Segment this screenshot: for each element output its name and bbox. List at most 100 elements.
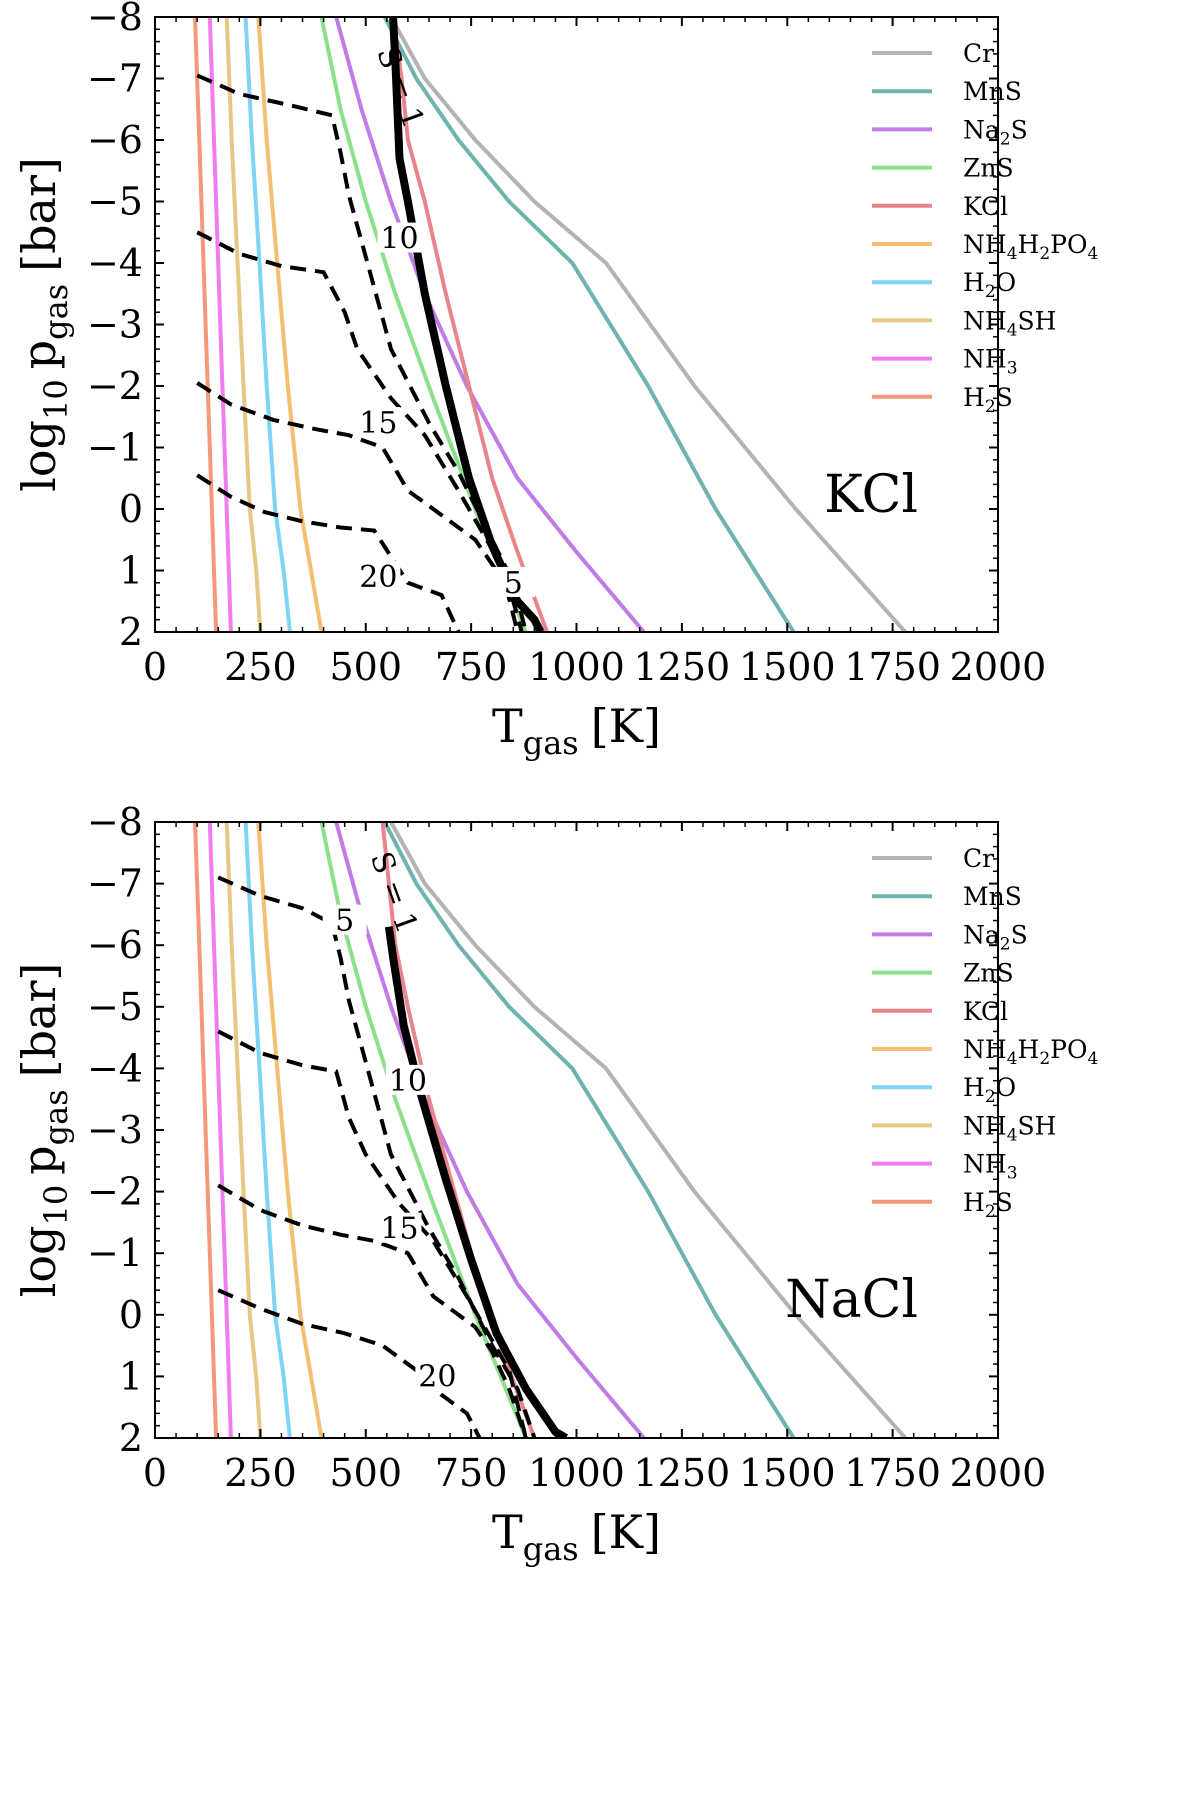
legend-label-mns: MnS [963,882,1022,911]
y-tick-label: 2 [119,1416,143,1460]
legend-label-nh4h2po4: NH4H2PO4 [963,1035,1098,1069]
series-line-nh4h2po4 [256,17,324,632]
legend-label-cr: Cr [963,39,994,68]
contour-line-20 [217,1288,482,1438]
contour-line-5 [196,73,528,632]
x-tick-label: 250 [224,645,297,689]
legend-label-cr: Cr [963,844,994,873]
x-tick-label: 2000 [950,1451,1047,1495]
x-tick-label: 1000 [528,1451,625,1495]
x-tick-label: 1250 [634,1451,731,1495]
x-tick-label: 750 [435,645,508,689]
contour-label-20: 20 [418,1360,456,1395]
x-tick-label: 500 [329,1451,402,1495]
x-tick-label: 250 [224,1451,297,1495]
series-line-h2o [243,822,292,1438]
legend-label-nh4h2po4: NH4H2PO4 [963,230,1098,264]
series-line-h2s [193,822,219,1438]
y-tick-label: −1 [87,1231,143,1275]
y-tick-label: 0 [119,487,143,531]
saturation-curve [389,17,545,632]
y-tick-label: −3 [87,303,143,347]
contour-label-bg [377,222,422,253]
contour-label-bg [322,904,367,935]
legend: Cr MnS Na2S ZnS KCl NH4H2PO4 H2O NH4SH NH3 H2S [872,39,1098,417]
legend-label-na2s: Na2S [963,920,1028,954]
y-tick-label: −5 [87,180,143,224]
x-tick-label: 500 [329,645,402,689]
y-tick-label: −6 [87,118,143,162]
y-axis-title: log10pgas[bar] [12,157,75,492]
y-tick-label: −8 [87,800,143,844]
x-axis-title: Tgas [K] [492,699,661,762]
legend-label-nh3: NH3 [963,1150,1018,1184]
series-line-nh3 [207,17,233,632]
series-line-cr [389,822,908,1438]
contour-line-10 [196,230,520,632]
legend-label-zns: ZnS [963,959,1014,988]
x-tick-label: 1500 [739,1451,836,1495]
series-line-nh4h2po4 [256,822,324,1438]
legend-label-kcl: KCl [963,997,1008,1026]
series-line-nh4sh [224,17,263,632]
contour-line-15 [196,381,524,632]
y-axis-title: log10pgas[bar] [12,963,75,1298]
contour-line-20 [196,473,461,632]
legend-label-h2s: H2S [963,383,1013,417]
y-tick-label: −7 [87,57,143,101]
y-tick-label: 1 [119,549,143,593]
contour-line-10 [217,1029,528,1438]
contour-label-20: 20 [359,560,397,595]
contour-label-10: 10 [380,222,418,257]
contour-label-15: 15 [380,1212,418,1247]
contour-label-5: 5 [504,566,523,601]
y-tick-label: −1 [87,426,143,470]
x-tick-label: 0 [143,645,167,689]
contour-label-bg [356,407,401,438]
series-line-h2o [243,17,292,632]
x-tick-label: 2000 [950,645,1047,689]
contour-line-5 [217,875,537,1438]
x-axis-title: Tgas [K] [492,1505,661,1568]
y-tick-label: −8 [87,0,143,39]
legend-label-nh4sh: NH4SH [963,1111,1056,1145]
x-tick-label: 1000 [528,645,625,689]
legend-label-h2o: H2O [963,268,1016,302]
y-tick-label: −3 [87,1108,143,1152]
x-tick-label: 1750 [844,645,941,689]
x-tick-label: 1500 [739,645,836,689]
y-tick-label: −7 [87,862,143,906]
y-tick-label: −4 [87,241,143,285]
panel-label: KCl [824,465,918,525]
series-line-kcl [391,17,549,632]
legend-label-kcl: KCl [963,192,1008,221]
legend-label-nh4sh: NH4SH [963,306,1056,340]
contour-label-5: 5 [335,904,354,939]
contour-label-bg [377,1212,422,1243]
y-tick-label: 1 [119,1354,143,1398]
y-tick-label: −2 [87,1170,143,1214]
contour-label-15: 15 [359,406,397,441]
x-tick-label: 1750 [844,1451,941,1495]
x-tick-label: 0 [143,1451,167,1495]
x-tick-label: 1250 [634,645,731,689]
contour-label-bg [491,566,536,597]
legend-label-nh3: NH3 [963,345,1018,379]
y-tick-label: −2 [87,364,143,408]
legend-label-zns: ZnS [963,154,1014,183]
series-line-na2s [334,17,646,632]
legend: Cr MnS Na2S ZnS KCl NH4H2PO4 H2O NH4SH NH3 H2S [872,844,1098,1222]
contour-label-10: 10 [389,1064,427,1099]
contour-label-bg [356,560,401,591]
y-tick-label: 0 [119,1293,143,1337]
series-line-mns [382,17,796,632]
panel-label: NaCl [785,1270,918,1330]
y-tick-label: −4 [87,1046,143,1090]
x-tick-label: 750 [435,1451,508,1495]
y-tick-label: −5 [87,985,143,1029]
contour-label-bg [385,1064,430,1095]
saturation-curve [384,926,569,1438]
